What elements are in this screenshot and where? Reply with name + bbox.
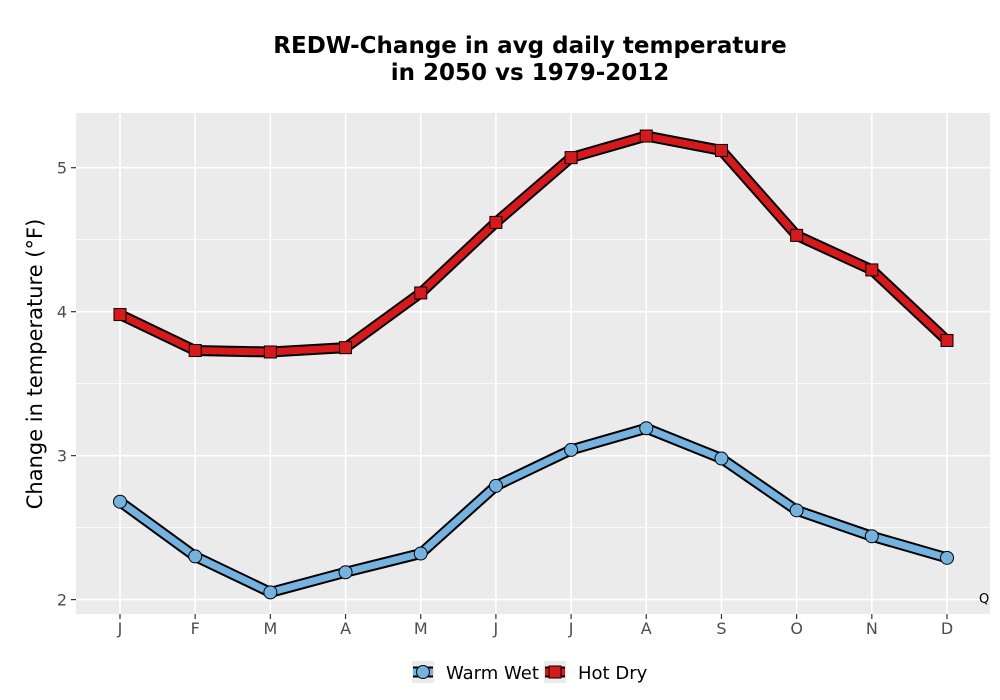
data-point <box>113 308 127 322</box>
legend-key-marker <box>416 665 430 679</box>
data-point <box>714 451 729 466</box>
data-point <box>865 263 879 277</box>
data-point <box>263 585 278 600</box>
x-tick-label: A <box>340 619 351 638</box>
data-point <box>263 345 277 359</box>
data-point <box>564 442 579 457</box>
series-layer <box>113 129 954 600</box>
data-point <box>639 129 653 143</box>
data-point <box>413 546 428 561</box>
y-tick-label: 3 <box>57 447 67 466</box>
legend-key-marker <box>548 665 562 679</box>
legend-item: Hot Dry <box>544 661 648 684</box>
data-point <box>789 503 804 518</box>
data-point <box>339 341 353 355</box>
x-tick-label: F <box>191 619 200 638</box>
chart-title-line-1: REDW-Change in avg daily temperature <box>273 33 786 59</box>
data-point <box>489 215 503 229</box>
x-tick-label: S <box>716 619 726 638</box>
x-tick-label: M <box>414 619 428 638</box>
y-tick-label: 2 <box>57 591 67 610</box>
data-point <box>940 550 954 565</box>
legend-item: Warm Wet <box>412 661 539 684</box>
x-tick-label: O <box>790 619 803 638</box>
series-hot-dry <box>113 129 954 359</box>
x-tick-label: J <box>568 619 574 638</box>
data-point <box>414 286 428 300</box>
data-point <box>113 494 127 509</box>
legend-label: Warm Wet <box>446 663 539 684</box>
data-point <box>188 549 203 564</box>
corner-note: Q <box>979 592 989 607</box>
x-tick-label: D <box>941 619 953 638</box>
data-point <box>940 333 954 347</box>
data-point <box>864 529 879 544</box>
data-point <box>714 143 728 157</box>
grid-lines <box>76 113 990 614</box>
x-tick-label: N <box>866 619 878 638</box>
legend: Warm Wet Hot Dry <box>412 661 648 684</box>
data-point <box>790 228 804 242</box>
data-point <box>639 421 654 436</box>
data-point <box>488 478 503 493</box>
series-line <box>116 132 951 356</box>
series-warm-wet <box>113 421 954 600</box>
x-tick-label: J <box>117 619 123 638</box>
y-tick-label: 4 <box>57 303 67 322</box>
chart-title-line-2: in 2050 vs 1979-2012 <box>391 60 670 86</box>
legend-label: Hot Dry <box>578 663 648 684</box>
y-axis-title: Change in temperature (°F) <box>23 219 47 510</box>
x-tick-label: M <box>263 619 277 638</box>
series-line <box>116 424 951 596</box>
data-point <box>338 565 353 580</box>
x-tick-label: A <box>641 619 652 638</box>
x-tick-label: J <box>493 619 499 638</box>
y-tick-label: 5 <box>57 159 67 178</box>
data-point <box>188 344 202 358</box>
data-point <box>564 151 578 165</box>
y-tick-labels: 2 3 4 5 <box>57 159 76 610</box>
